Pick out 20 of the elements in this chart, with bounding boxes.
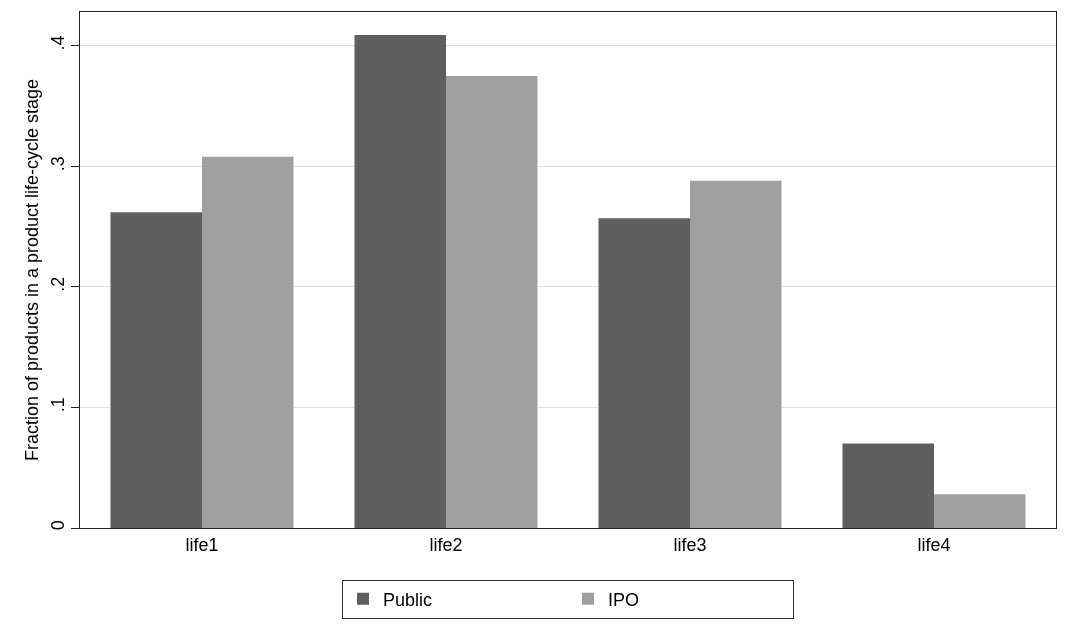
- x-tick-label: life2: [429, 534, 463, 555]
- y-tick-label: .1: [47, 397, 68, 413]
- bar: [690, 180, 782, 528]
- bar: [598, 218, 690, 528]
- bar: [446, 75, 538, 528]
- legend-label: Public: [383, 589, 433, 610]
- y-tick-label: .3: [47, 156, 68, 172]
- y-tick-label: .4: [47, 35, 68, 51]
- bar: [934, 494, 1026, 528]
- x-tick-label: life3: [673, 534, 707, 555]
- y-tick-label: .2: [47, 276, 68, 292]
- bar: [110, 212, 202, 528]
- x-tick-label: life4: [917, 534, 951, 555]
- y-axis-title: Fraction of products in a product life-cycle stage: [22, 78, 42, 462]
- bar: [202, 156, 294, 528]
- legend-label: IPO: [608, 589, 640, 610]
- bar: [354, 34, 446, 528]
- y-tick-label: 0: [47, 520, 68, 531]
- x-tick-label: life1: [185, 534, 219, 555]
- bar: [842, 443, 934, 528]
